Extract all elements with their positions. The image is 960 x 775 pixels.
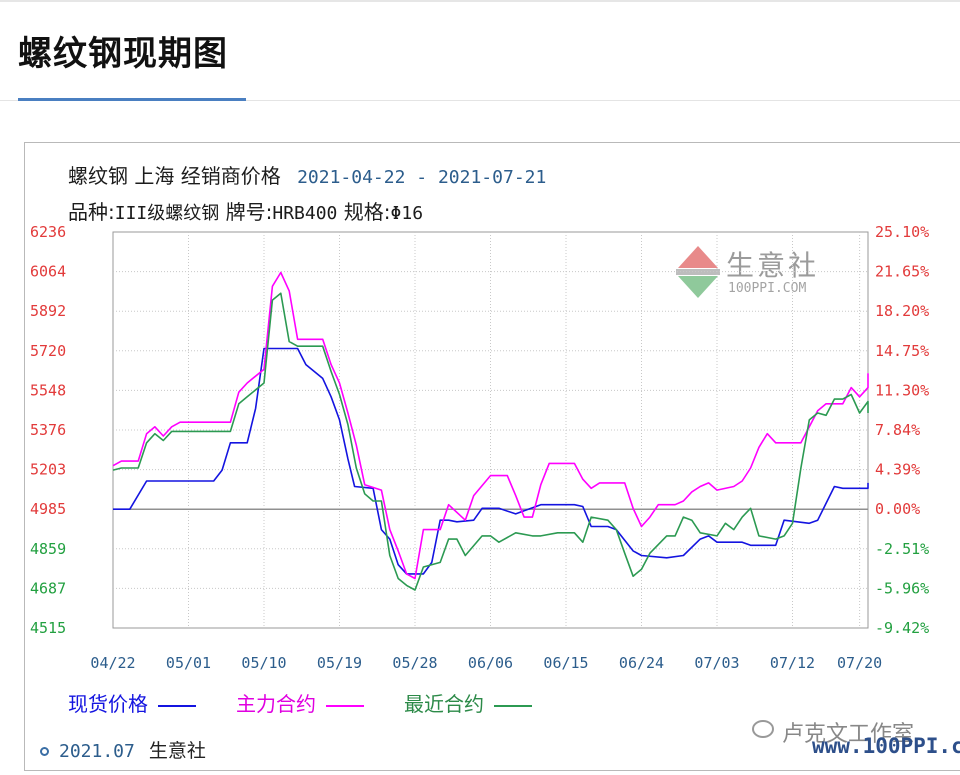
y-tick-left: 4687	[30, 579, 66, 597]
y-tick-right: 0.00%	[875, 500, 920, 518]
y-tick-left: 4515	[30, 619, 66, 637]
series-line-main	[112, 271, 869, 580]
y-tick-left: 6064	[30, 263, 66, 281]
y-tick-left: 4859	[30, 540, 66, 558]
copyright-year: 2021.07	[59, 741, 135, 762]
series-line-spot	[113, 347, 869, 575]
legend-label-main: 主力合约	[236, 692, 316, 716]
title-rule	[0, 100, 960, 101]
site-url: www.100PPI.com	[812, 734, 960, 758]
grade-value: HRB400	[272, 203, 338, 224]
y-tick-left: 5548	[30, 381, 66, 399]
y-tick-left: 5376	[30, 421, 66, 439]
legend-swatch-near	[494, 704, 532, 707]
wechat-icon	[752, 720, 774, 738]
y-tick-left: 5720	[30, 342, 66, 360]
y-tick-right: -5.96%	[875, 579, 929, 597]
page-title: 螺纹钢现期图	[18, 34, 228, 74]
y-tick-right: 7.84%	[875, 421, 920, 439]
legend-spot: 现货价格	[68, 688, 196, 717]
x-tick-label: 06/24	[619, 654, 664, 672]
y-tick-left: 5892	[30, 302, 66, 320]
x-tick-label: 06/06	[468, 654, 513, 672]
x-tick-label: 05/28	[392, 654, 437, 672]
logo-name: 生意社	[726, 249, 820, 282]
x-tick-label: 06/15	[543, 654, 588, 672]
copyright: 2021.07 生意社	[40, 736, 206, 763]
legend-near: 最近合约	[404, 688, 532, 717]
y-tick-right: 4.39%	[875, 461, 920, 479]
legend-swatch-spot	[158, 704, 196, 707]
legend-swatch-main	[326, 704, 364, 707]
copyright-name: 生意社	[148, 740, 206, 762]
y-tick-left: 4985	[30, 500, 66, 518]
spec-value: Φ16	[390, 203, 424, 224]
top-border	[0, 0, 960, 2]
legend-label-near: 最近合约	[404, 692, 484, 716]
spec-label: 规格:	[343, 200, 391, 224]
chart-header-line1: 螺纹钢 上海 经销商价格 2021-04-22 - 2021-07-21	[68, 160, 546, 189]
y-tick-right: 11.30%	[875, 381, 929, 399]
tick-layer: 6236 25.10% 6064 21.65% 5892 18.20% 5720 14.75%…	[30, 223, 929, 672]
chart-header-line2: 品种:III级螺纹钢 牌号:HRB400 规格:Φ16	[68, 196, 423, 225]
x-tick-label: 04/22	[90, 654, 135, 672]
y-tick-right: -2.51%	[875, 540, 929, 558]
x-tick-label: 07/20	[837, 654, 882, 672]
chart-frame	[24, 142, 960, 771]
y-tick-left: 5203	[30, 461, 66, 479]
x-tick-label: 07/03	[694, 654, 739, 672]
legend-main: 主力合约	[236, 688, 364, 717]
chart-subject: 螺纹钢 上海 经销商价格	[68, 164, 281, 188]
legend-label-spot: 现货价格	[68, 692, 148, 716]
x-tick-label: 05/10	[241, 654, 286, 672]
x-tick-label: 05/19	[317, 654, 362, 672]
logo-url: 100PPI.COM	[728, 281, 807, 296]
logo-up-arrow	[678, 246, 718, 268]
y-tick-right: 18.20%	[875, 302, 929, 320]
y-tick-right: -9.42%	[875, 619, 929, 637]
y-tick-right: 21.65%	[875, 263, 929, 281]
series-line-near	[112, 292, 869, 591]
watermark-text: 卢克文工作室	[782, 722, 915, 747]
y-tick-left: 6236	[30, 223, 66, 241]
variety-label: 品种:	[68, 200, 115, 224]
y-tick-right: 25.10%	[875, 223, 929, 241]
series-layer	[112, 271, 869, 591]
copyright-icon	[40, 747, 49, 756]
x-tick-label: 07/12	[770, 654, 815, 672]
date-range: 2021-04-22 - 2021-07-21	[297, 167, 547, 188]
x-tick-label: 05/01	[166, 654, 211, 672]
y-tick-right: 14.75%	[875, 342, 929, 360]
grade-label: 牌号:	[225, 200, 273, 224]
logo-down-arrow	[678, 276, 718, 298]
variety-value: III级螺纹钢	[114, 203, 220, 224]
grid-layer	[112, 231, 869, 629]
title-accent	[18, 98, 246, 101]
